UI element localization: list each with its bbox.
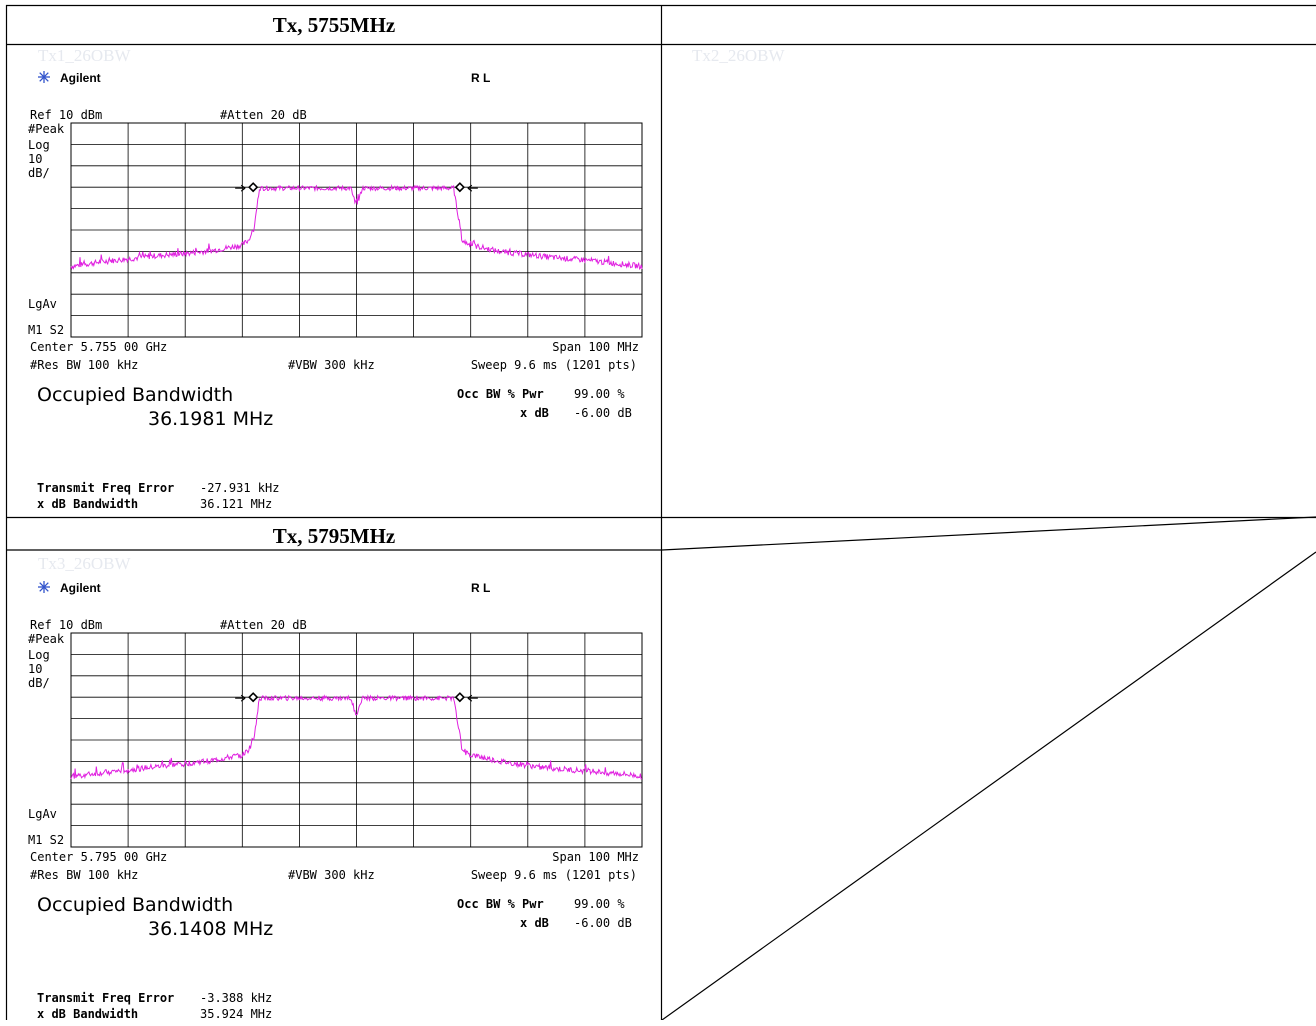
marker-diamond [454, 182, 465, 193]
detector-label: #Peak [28, 122, 65, 136]
diagonal-line-2 [661, 551, 1316, 1020]
spectrum-panel-1: Agilent R L Ref 10 dBm #Atten 20 dB #Pea… [28, 71, 643, 511]
span-label: Span 100 MHz [552, 850, 639, 864]
avg-label: LgAv [28, 807, 57, 821]
vbw-label: #VBW 300 kHz [288, 868, 375, 882]
atten-label: #Atten 20 dB [220, 618, 307, 632]
xdb-label: x dB [520, 916, 549, 930]
diagonal-line-1 [661, 516, 1316, 551]
marker-diamond [454, 692, 465, 703]
plot-area [70, 122, 643, 338]
rbw-label: #Res BW 100 kHz [30, 868, 138, 882]
obw-value: 36.1408 MHz [148, 918, 273, 940]
xdb-bw-label: x dB Bandwidth [37, 1007, 138, 1021]
scale-div: 10 [28, 662, 42, 676]
plot-area [70, 632, 643, 848]
occ-bw-value: 99.00 % [574, 387, 625, 401]
tfe-value: -3.388 kHz [200, 991, 272, 1005]
span-label: Span 100 MHz [552, 340, 639, 354]
watermark-tx3: Tx3_26OBW [38, 554, 131, 573]
scale-log: Log [28, 138, 50, 152]
scale-log: Log [28, 648, 50, 662]
agilent-logo-icon [38, 581, 50, 593]
scale-unit: dB/ [28, 166, 50, 180]
scale-div: 10 [28, 152, 42, 166]
occ-bw-label: Occ BW % Pwr [457, 897, 544, 911]
spectrum-panel-2: Agilent R L Ref 10 dBm #Atten 20 dB #Pea… [28, 581, 643, 1021]
detector-label: #Peak [28, 632, 65, 646]
xdb-value: -6.00 dB [574, 916, 632, 930]
watermark-tx2: Tx2_26OBW [692, 46, 785, 65]
tfe-label: Transmit Freq Error [37, 481, 174, 495]
marker-arrow-head [240, 184, 246, 192]
occ-bw-label: Occ BW % Pwr [457, 387, 544, 401]
spectrum-trace [70, 184, 643, 271]
marker-diamond [248, 692, 259, 703]
xdb-bw-value: 36.121 MHz [200, 497, 272, 511]
sweep-label: Sweep 9.6 ms (1201 pts) [471, 358, 637, 372]
center-freq: Center 5.755 00 GHz [30, 340, 167, 354]
obw-title: Occupied Bandwidth [37, 894, 233, 916]
mode-label: R L [471, 71, 490, 85]
brand-label: Agilent [60, 581, 101, 595]
brand-label: Agilent [60, 71, 101, 85]
marker-arrow-head [467, 694, 473, 702]
marker-arrow-head [467, 184, 473, 192]
rbw-label: #Res BW 100 kHz [30, 358, 138, 372]
sweep-label: Sweep 9.6 ms (1201 pts) [471, 868, 637, 882]
marker-diamond [248, 182, 259, 193]
marker-arrow-head [240, 694, 246, 702]
agilent-logo-icon [38, 71, 50, 83]
xdb-bw-label: x dB Bandwidth [37, 497, 138, 511]
ref-level: Ref 10 dBm [30, 108, 102, 122]
watermark-tx1: Tx1_26OBW [38, 46, 131, 65]
mode-label: R L [471, 581, 490, 595]
atten-label: #Atten 20 dB [220, 108, 307, 122]
header-tx-5795: Tx, 5795MHz [272, 524, 396, 548]
tfe-value: -27.931 kHz [200, 481, 279, 495]
markers-label: M1 S2 [28, 323, 64, 337]
scale-unit: dB/ [28, 676, 50, 690]
occ-bw-value: 99.00 % [574, 897, 625, 911]
vbw-label: #VBW 300 kHz [288, 358, 375, 372]
spectrum-trace [70, 694, 643, 780]
center-freq: Center 5.795 00 GHz [30, 850, 167, 864]
xdb-bw-value: 35.924 MHz [200, 1007, 272, 1021]
obw-title: Occupied Bandwidth [37, 384, 233, 406]
avg-label: LgAv [28, 297, 57, 311]
obw-value: 36.1981 MHz [148, 408, 273, 430]
tfe-label: Transmit Freq Error [37, 991, 174, 1005]
header-tx-5755: Tx, 5755MHz [272, 13, 396, 37]
markers-label: M1 S2 [28, 833, 64, 847]
xdb-value: -6.00 dB [574, 406, 632, 420]
xdb-label: x dB [520, 406, 549, 420]
ref-level: Ref 10 dBm [30, 618, 102, 632]
